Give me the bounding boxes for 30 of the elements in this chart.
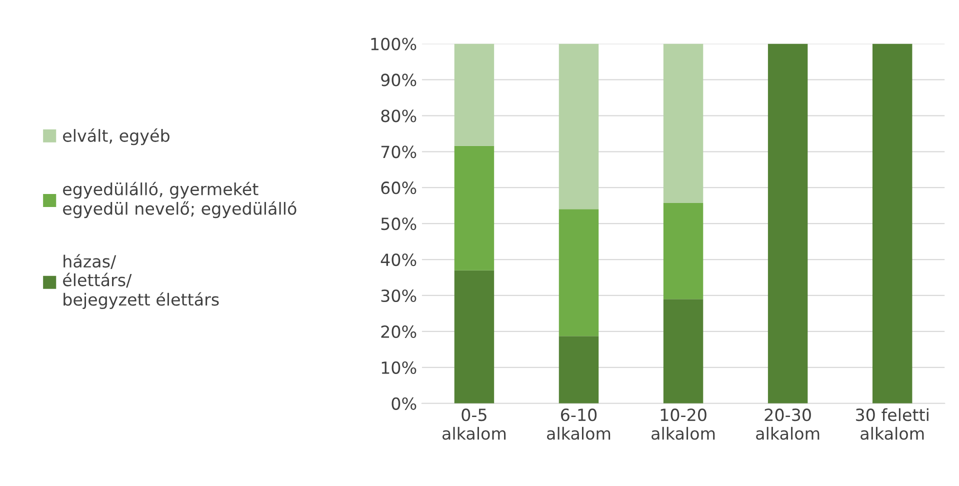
y-tick-label: 100% [371,38,416,50]
y-tick-label: 10% [382,361,416,374]
y-tick-label: 50% [381,218,416,230]
x-tick-label: 10-20 alkalom [652,408,715,440]
bar [454,270,494,404]
y-tick-label: 20% [381,325,416,338]
bar [872,44,912,404]
legend-label: egyedülálló, gyermekét egyedül nevelő; egyedülálló [63,182,296,218]
bar [663,203,704,300]
legend-label: házas/ élettárs/ bejegyzett élettárs [63,254,219,310]
x-tick-label: 20-30 alkalom [756,408,820,440]
y-tick-label: 60% [381,182,416,194]
x-tick-label: 30 feletti alkalom [856,408,928,440]
bar [768,44,808,404]
y-tick-label: 40% [380,253,416,266]
x-tick-label: 6-10 alkalom [547,408,610,440]
bar [558,209,599,336]
x-tick-label: 0-5 alkalom [442,408,506,440]
bar [558,44,599,210]
bar [558,336,599,404]
bar [454,146,494,270]
y-tick-label: 30% [381,289,416,302]
legend-label: elvált, egyéb [63,128,170,146]
y-tick-label: 70% [381,146,416,158]
bar [663,44,704,204]
y-tick-label: 90% [381,74,416,86]
y-tick-label: 0% [392,397,416,410]
bar [454,44,494,146]
bar [663,299,704,404]
y-tick-label: 80% [381,110,416,122]
